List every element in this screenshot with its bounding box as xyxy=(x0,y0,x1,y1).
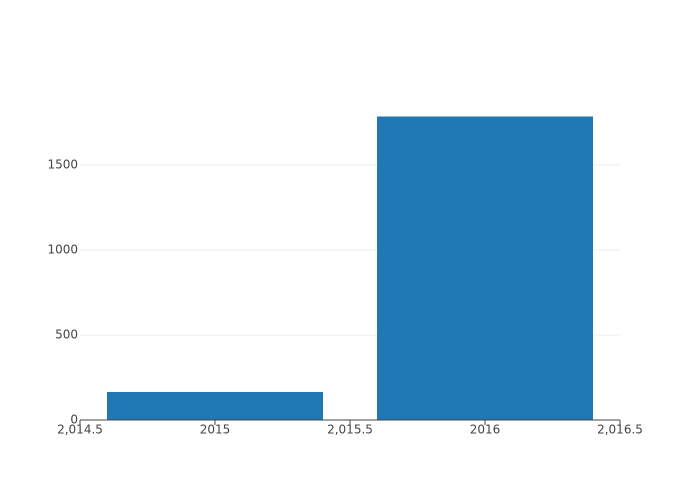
y-tick-label: 1000 xyxy=(47,242,78,256)
x-tick-label: 2,014.5 xyxy=(57,423,103,437)
y-tick-label: 500 xyxy=(55,327,78,341)
x-tick-label: 2,016.5 xyxy=(597,423,643,437)
bar xyxy=(377,116,593,420)
y-tick-label: 1500 xyxy=(47,157,78,171)
y-tick-label: 0 xyxy=(70,413,78,427)
x-tick-label: 2015 xyxy=(200,423,231,437)
x-tick-label: 2,015.5 xyxy=(327,423,373,437)
bar xyxy=(107,391,323,420)
x-tick-label: 2016 xyxy=(470,423,501,437)
